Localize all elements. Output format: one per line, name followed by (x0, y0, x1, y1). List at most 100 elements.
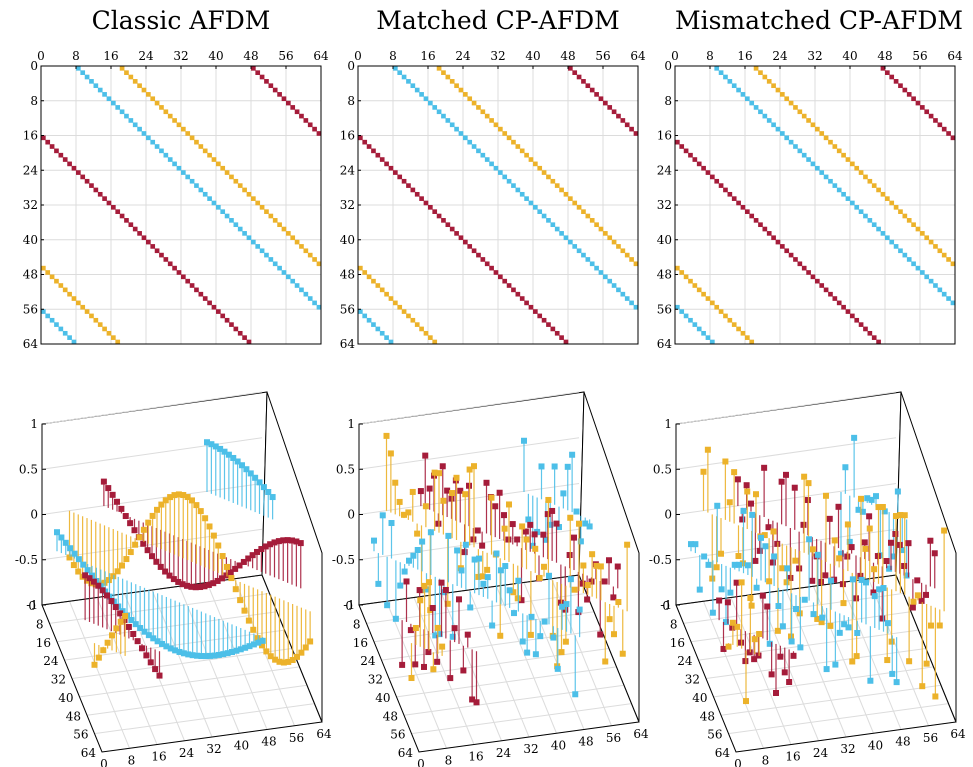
matrix-cell-yellow (854, 165, 860, 171)
stem-blue-marker (212, 443, 219, 450)
matrix-cell-red (216, 309, 221, 314)
stem-yellow-marker (738, 579, 745, 586)
matrix-cell-blue (41, 309, 46, 314)
matrix-cell-blue (898, 248, 903, 254)
matrix-cell-blue (362, 313, 368, 319)
stem-red-marker (879, 615, 886, 622)
y-tick-label: 24 (340, 163, 356, 177)
matrix-cell-red (898, 83, 903, 89)
row-tick-label: 32 (685, 673, 700, 687)
floor-grid-col (785, 589, 847, 738)
y-tick-label: 32 (340, 198, 355, 212)
stem-blue-marker (75, 556, 82, 563)
z-tick-label: 0.5 (19, 462, 38, 476)
matrix-cell-yellow (393, 300, 398, 306)
stem-blue-marker (521, 437, 527, 444)
stem-red-marker (157, 563, 164, 570)
stem-blue-marker (202, 653, 209, 660)
matrix-cell-yellow (67, 291, 72, 297)
stem-yellow-marker (184, 494, 191, 501)
matrix-cell-blue (880, 231, 886, 236)
matrix-cell-yellow (911, 222, 916, 228)
x-tick-label: 64 (947, 49, 963, 63)
matrix-cell-red (106, 200, 112, 206)
z-tick-label: 0 (664, 508, 672, 522)
col-tick-label: 64 (950, 727, 966, 741)
matrix-cell-blue (84, 74, 90, 80)
x-tick-label: 16 (103, 49, 118, 63)
z-grid-line (41, 437, 263, 470)
stem-red-marker (734, 476, 741, 483)
stem-blue-marker (771, 553, 778, 560)
matrix-cell-yellow (898, 209, 903, 214)
stem-blue-marker (714, 502, 721, 509)
stem-blue-marker (250, 641, 257, 648)
stem-yellow-marker (519, 523, 526, 530)
matrix-cell-yellow (150, 96, 156, 102)
matrix-cell-blue (705, 335, 711, 340)
stem-blue-marker (375, 580, 382, 587)
matrix-cell-yellow (933, 244, 938, 249)
panel-title-classic-afdm: Classic AFDM (91, 6, 271, 35)
z-tick-label: 1 (664, 417, 672, 431)
stem-red-marker (109, 491, 116, 498)
stem-red-marker (909, 604, 916, 611)
matrix-cell-yellow (384, 291, 389, 297)
stem-yellow-marker (294, 653, 300, 660)
matrix-cell-blue (836, 187, 842, 193)
matrix-cell-blue (766, 118, 772, 123)
x-tick-label: 32 (173, 49, 188, 63)
stem-blue-marker (871, 593, 878, 600)
matrix-cell-yellow (137, 83, 142, 89)
stem-blue-marker (538, 463, 545, 470)
matrix-cell-yellow (581, 209, 586, 214)
matrix-cell-red (823, 287, 829, 293)
stem-blue-marker (542, 536, 549, 543)
matrix-cell-yellow (277, 222, 282, 228)
matrix-cell-red (312, 126, 317, 132)
stem-blue-marker (189, 652, 196, 659)
matrix-cell-blue (801, 152, 807, 158)
stem-blue-marker (573, 508, 580, 515)
matrix-cell-blue (736, 87, 741, 93)
y-tick-label: 48 (657, 268, 672, 282)
stem-yellow-marker (751, 636, 758, 643)
matrix-cell-yellow (128, 74, 134, 80)
matrix-cell-red (102, 196, 107, 201)
matrix-cell-red (67, 161, 72, 167)
matrix-cell-blue (541, 213, 547, 219)
matrix-cell-blue (845, 196, 851, 201)
matrix-cell-red (150, 244, 156, 249)
matrix-cell-blue (731, 83, 737, 89)
z-tick-label: -0.5 (15, 553, 38, 567)
matrix-cell-blue (867, 218, 873, 223)
stem-yellow-marker (827, 622, 834, 629)
stem-blue-marker (586, 523, 593, 530)
stem-blue-marker (242, 644, 249, 651)
stem-red-marker (777, 653, 784, 660)
matrix-cell-red (524, 300, 529, 306)
stem-red-marker (479, 542, 486, 549)
matrix-cell-blue (620, 291, 626, 297)
stem-yellow-marker (110, 573, 117, 580)
matrix-cell-red (696, 161, 702, 167)
stem-red-marker (139, 645, 145, 652)
row-tick-label: 56 (390, 728, 405, 742)
stem-blue-marker (255, 639, 262, 646)
col-tick-label: 32 (206, 742, 221, 756)
stem-blue-marker (696, 586, 703, 593)
matrix-cell-red (581, 79, 586, 84)
matrix-cell-blue (701, 330, 706, 336)
stem-blue-marker (239, 462, 245, 469)
stem-blue-marker (556, 524, 562, 531)
stem-yellow-marker (440, 497, 447, 504)
stem-blue-marker (876, 586, 883, 593)
stem-blue-marker (247, 470, 254, 477)
matrix-cell-yellow (428, 335, 433, 340)
stem-red-marker (407, 627, 414, 634)
col-tick-label: 56 (923, 731, 938, 745)
z-grid-line (41, 483, 263, 515)
stem-yellow-marker (232, 586, 239, 593)
floor-grid-row (396, 666, 617, 698)
stem-red-marker (729, 624, 736, 631)
